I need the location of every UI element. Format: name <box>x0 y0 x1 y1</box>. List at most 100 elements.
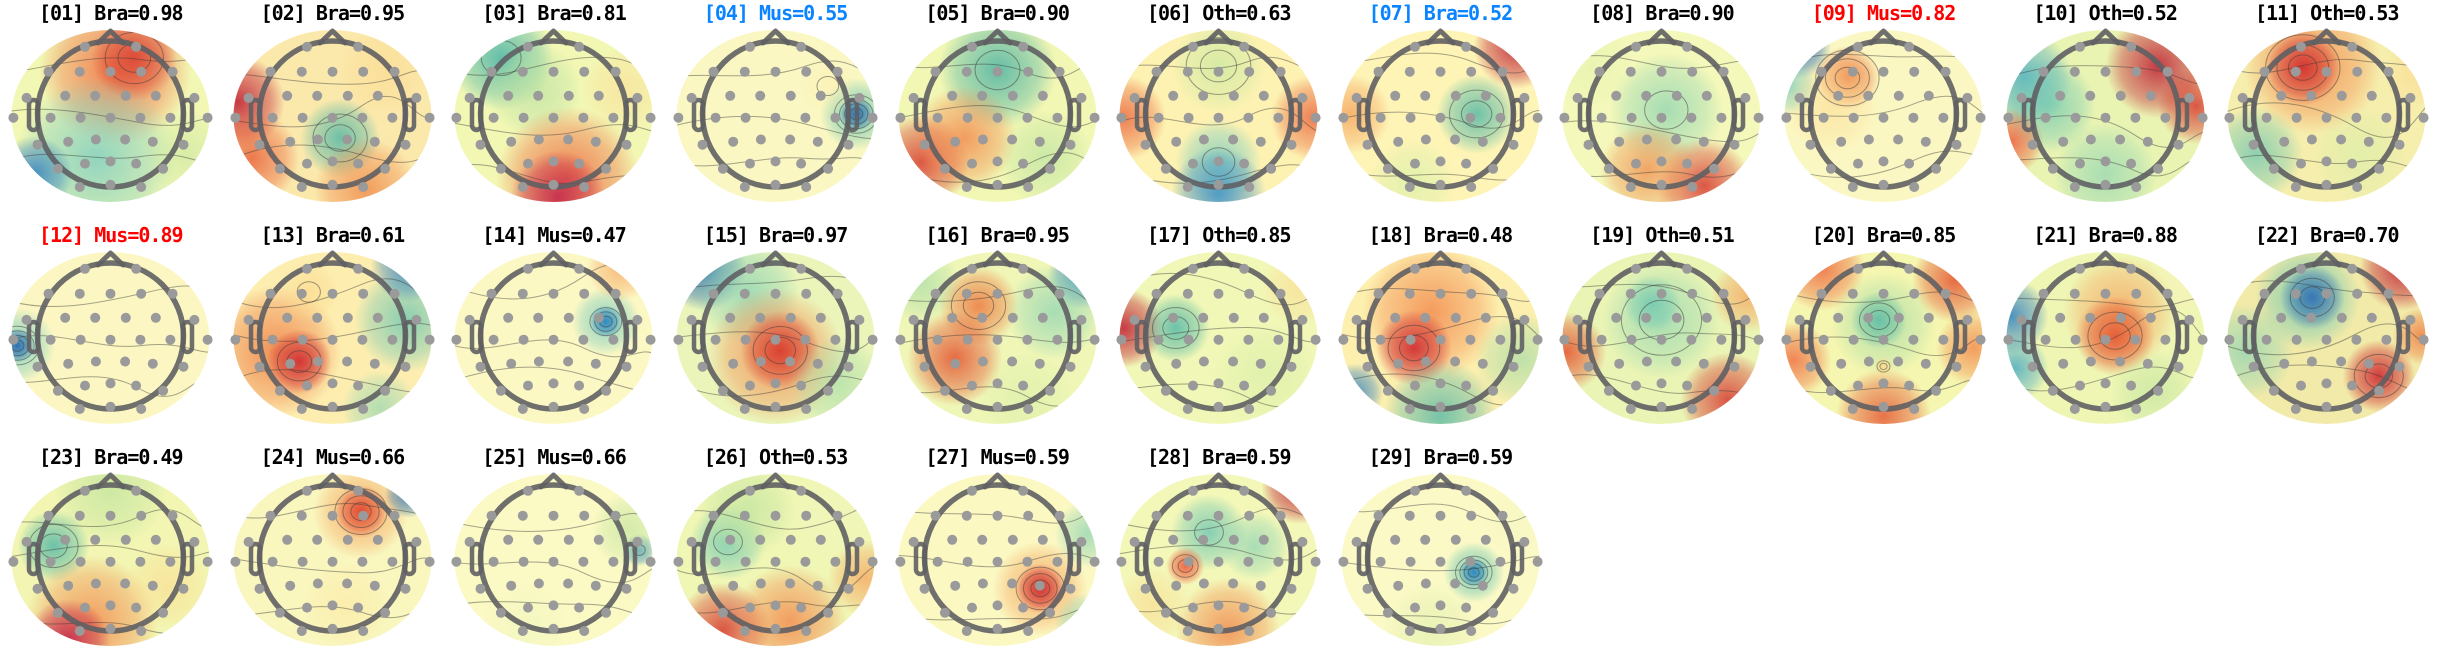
electrode-dot <box>1393 136 1404 147</box>
electrode-dot <box>815 312 826 323</box>
electrode-dot <box>548 179 559 190</box>
electrode-dot <box>1405 334 1416 345</box>
topomap <box>673 28 878 202</box>
electrode-dot <box>1259 90 1270 101</box>
electrode-dot <box>1183 66 1194 77</box>
electrode-dot <box>1310 112 1321 123</box>
electrode-dot <box>105 378 116 389</box>
electrode-dot <box>1373 288 1384 299</box>
electrode-dot <box>1243 556 1254 567</box>
electrode-dot <box>992 112 1003 123</box>
electrode-dot <box>919 139 930 150</box>
electrode-dot <box>2027 361 2038 372</box>
electrode-dot <box>148 580 159 591</box>
electrode-dot <box>296 510 307 521</box>
electrode-dot <box>519 334 530 345</box>
electrode-dot <box>1286 139 1297 150</box>
electrode-dot <box>1495 112 1506 123</box>
electrode-dot <box>327 378 338 389</box>
electrode-dot <box>53 163 64 174</box>
electrode-dot <box>962 556 973 567</box>
contour-ring <box>1152 307 1200 349</box>
electrode-dot <box>2184 314 2195 325</box>
electrode-dot <box>1420 356 1431 367</box>
electrode-dot <box>2394 361 2405 372</box>
component-label: [27] Mus=0.59 <box>925 445 1070 469</box>
electrode-dot <box>1054 66 1065 77</box>
field-blob <box>2280 265 2345 330</box>
component-label: [17] Oth=0.85 <box>1146 223 1292 247</box>
electrode-dot <box>2142 358 2153 369</box>
electrode-dot <box>1022 556 1033 567</box>
electrode-dot <box>1878 378 1889 389</box>
electrode-dot <box>312 578 323 589</box>
electrode-dot <box>1904 263 1915 274</box>
topomap <box>673 472 878 646</box>
electrode-dot <box>2352 288 2363 299</box>
electrode-dot <box>1626 404 1637 414</box>
electrode-dot <box>1702 312 1713 323</box>
field-blob <box>1874 356 1894 376</box>
electrode-dot <box>523 41 534 52</box>
electrode-dot <box>1805 139 1816 150</box>
topomap <box>451 250 657 424</box>
electrode-dot <box>136 404 147 414</box>
electrode-dot <box>548 334 559 345</box>
electrode-dot <box>739 288 750 299</box>
topomap <box>1781 28 1986 202</box>
electrode-dot <box>1656 288 1667 299</box>
component-label: [20] Bra=0.85 <box>1811 223 1957 247</box>
electrode-dot <box>548 401 559 412</box>
contour-ring <box>764 336 797 365</box>
electrode-dot <box>136 182 147 192</box>
electrode-dot <box>1116 112 1127 123</box>
electrode-dot <box>815 90 826 101</box>
electrode-dot <box>148 136 159 147</box>
electrode-dot <box>389 66 400 77</box>
electrode-dot <box>202 112 213 123</box>
electrode-dot <box>296 626 307 636</box>
electrode-dot <box>1614 358 1625 369</box>
electrode-dot <box>697 139 708 150</box>
electrode-dot <box>1466 510 1477 521</box>
electrode-dot <box>327 112 338 123</box>
electrode-dot <box>1006 356 1017 367</box>
electrode-dot <box>717 607 728 618</box>
electrode-dot <box>2130 334 2141 345</box>
electrode-dot <box>1642 134 1653 145</box>
electrode-dot <box>1893 134 1904 145</box>
electrode-dot <box>2321 334 2332 345</box>
electrode-dot <box>1878 66 1889 77</box>
topomap <box>1781 250 1986 424</box>
electrode-dot <box>352 602 363 613</box>
electrode-dot <box>301 158 312 169</box>
electrode-dot <box>165 556 176 567</box>
component-cell: [20] Bra=0.85 <box>1773 222 1995 444</box>
electrode-dot <box>301 380 312 391</box>
electrode-dot <box>2269 163 2280 174</box>
electrode-dot <box>120 578 131 589</box>
electrode-dot <box>1310 556 1321 567</box>
electrode-dot <box>1183 510 1194 521</box>
electrode-dot <box>1656 112 1667 123</box>
electrode-dot <box>357 556 368 567</box>
electrode-dot <box>121 90 132 101</box>
electrode-dot <box>2374 385 2385 396</box>
electrode-dot <box>1390 312 1401 323</box>
electrode-dot <box>2364 358 2375 369</box>
electrode-dot <box>966 41 977 52</box>
electrode-dot <box>591 136 602 147</box>
electrode-dot <box>1435 378 1446 389</box>
electrode-dot <box>1151 510 1162 521</box>
electrode-dot <box>1604 385 1615 396</box>
electrode-dot <box>121 534 132 545</box>
electrode-dot <box>21 92 32 103</box>
electrode-dot <box>297 334 308 345</box>
topomap <box>895 472 1100 646</box>
electrode-dot <box>1213 288 1224 299</box>
electrode-dot <box>697 361 708 372</box>
component-label: [01] Bra=0.98 <box>39 1 184 25</box>
contour-line <box>2006 115 2205 148</box>
electrode-dot <box>523 485 534 496</box>
electrode-dot <box>400 583 411 594</box>
